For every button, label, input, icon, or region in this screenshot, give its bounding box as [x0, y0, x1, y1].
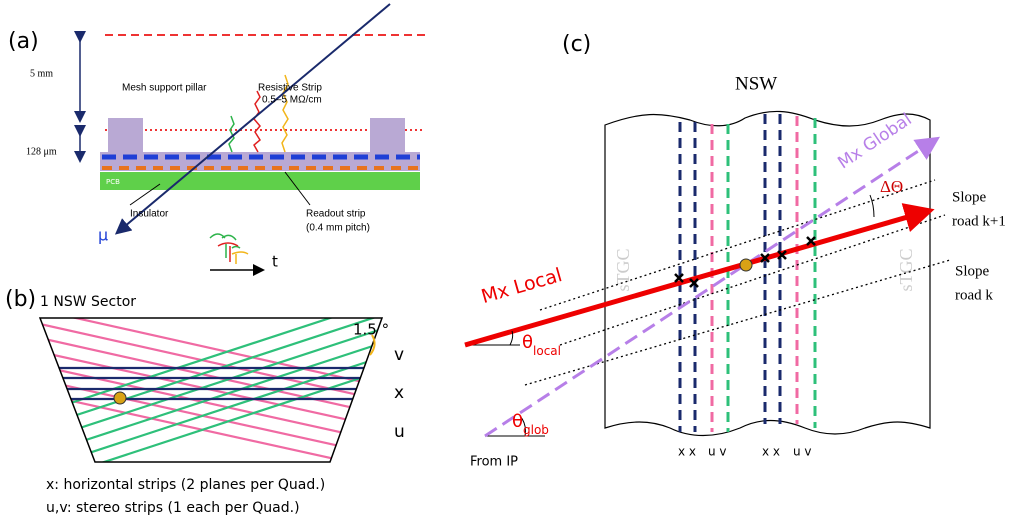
pillar: [108, 118, 143, 154]
signal: [229, 116, 234, 152]
annotation: Mesh support pillar: [122, 83, 207, 94]
road-label: Slope: [952, 189, 987, 205]
panel-label: (c): [562, 32, 591, 57]
signal-icon: [232, 252, 248, 264]
panel-c: (c) NSW sTGC sTGC Mx Local Mx Global ΔΘ …: [465, 32, 1006, 470]
note: x: horizontal strips (2 planes per Quad.…: [46, 477, 325, 493]
layer-label: u: [394, 422, 405, 442]
road-label: Slope: [955, 263, 990, 279]
muon-track: [118, 4, 390, 232]
panel-label: (b): [5, 287, 36, 312]
strip-planes: [680, 114, 815, 432]
pcb-label: PCB: [106, 178, 120, 186]
panel-a: (a) 5 mm 128 μm PCB μ Mesh support pilla…: [8, 4, 425, 271]
theta-local: θlocal: [522, 332, 561, 358]
road-label: road k: [955, 287, 993, 303]
pillar: [370, 118, 405, 154]
plane-label: x x: [762, 445, 780, 459]
panel-title: NSW: [735, 73, 777, 94]
signal: [254, 91, 260, 152]
plane-label: x x: [678, 445, 696, 459]
annotation: (0.4 mm pitch): [306, 223, 370, 234]
annotation: 0.5–5 MΩ/cm: [262, 95, 322, 106]
from-ip: From IP: [470, 455, 518, 470]
theta-subscript: glob: [523, 423, 549, 437]
detector-label: sTGC: [896, 248, 916, 291]
hit: [740, 259, 752, 271]
nsw-outline: [605, 111, 930, 435]
slope-roads: [525, 180, 950, 385]
plane-label: u v: [793, 445, 812, 459]
panel-b: (b) 1 NSW Sector 1.5 ° v x u x: horizont…: [5, 287, 405, 516]
angle-label: 1.5 °: [353, 321, 389, 339]
delta-theta: ΔΘ: [880, 177, 903, 196]
dim-label: 5 mm: [30, 68, 53, 79]
mx-local-label: Mx Local: [479, 264, 565, 308]
dim-label: 128 μm: [26, 146, 57, 157]
note: u,v: stereo strips (1 each per Quad.): [46, 500, 300, 516]
layer-label: v: [394, 345, 404, 365]
theta-symbol: θ: [522, 332, 533, 353]
theta-glob: θglob: [512, 411, 549, 437]
panel-label: (a): [8, 29, 39, 54]
muon-label: μ: [98, 226, 108, 245]
pcb: [100, 172, 420, 190]
time-label: t: [272, 253, 278, 271]
layer-label: x: [394, 383, 404, 403]
theta-subscript: local: [533, 344, 561, 358]
annotation: Resistive Strip: [258, 83, 322, 94]
mx-global-label: Mx Global: [834, 110, 915, 174]
plane-label: u v: [708, 445, 727, 459]
panel-title: 1 NSW Sector: [40, 294, 136, 310]
annotation: Insulator: [130, 209, 169, 220]
figure: (a) 5 mm 128 μm PCB μ Mesh support pilla…: [0, 0, 1035, 522]
annotation: Readout strip: [306, 209, 366, 220]
road-label: road k+1: [952, 213, 1006, 229]
hit: [114, 392, 126, 404]
theta-symbol: θ: [512, 411, 523, 432]
